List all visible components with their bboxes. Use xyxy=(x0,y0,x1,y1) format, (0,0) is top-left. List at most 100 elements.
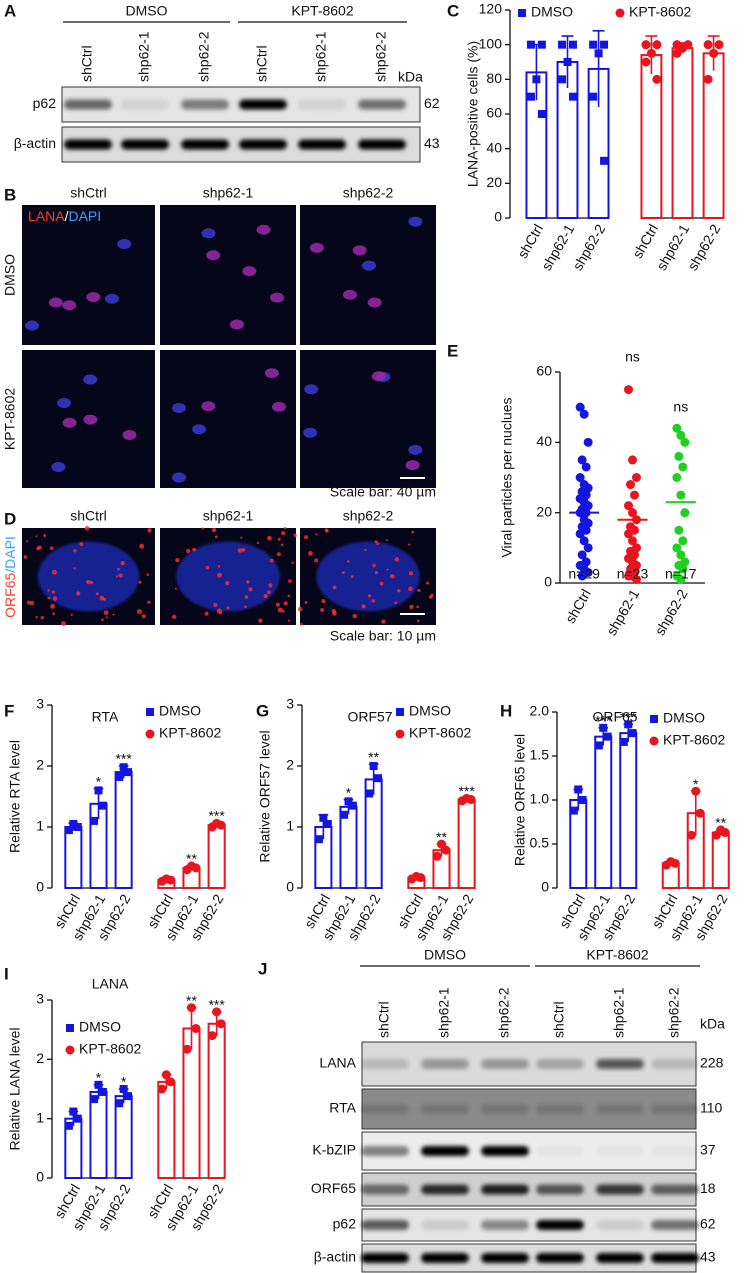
particle xyxy=(416,605,420,609)
point xyxy=(124,1092,133,1101)
particle xyxy=(394,557,400,562)
x-tick-label: shCtrl xyxy=(629,221,661,261)
particle xyxy=(25,540,29,543)
nucleus xyxy=(201,401,216,412)
chart-title: LANA xyxy=(92,976,129,992)
lane-label: shCtrl xyxy=(376,1001,392,1038)
significance: ** xyxy=(186,851,197,867)
n-label: n=23 xyxy=(617,566,649,582)
particle xyxy=(277,607,283,613)
particle xyxy=(138,580,142,584)
band xyxy=(481,1059,529,1069)
point xyxy=(600,156,609,165)
significance: *** xyxy=(115,751,132,767)
point xyxy=(709,48,719,58)
point xyxy=(674,525,684,535)
y-tick-label: 0 xyxy=(544,574,552,590)
particle xyxy=(267,535,272,541)
nucleus xyxy=(367,297,382,308)
y-tick-label: 1.0 xyxy=(530,791,550,807)
significance: ** xyxy=(186,992,197,1008)
point xyxy=(583,543,593,553)
particle xyxy=(284,526,287,530)
particle xyxy=(376,542,379,545)
y-tick-label: 60 xyxy=(536,363,552,379)
band xyxy=(651,1253,699,1263)
band xyxy=(651,1184,699,1195)
y-tick-label: 0 xyxy=(36,1169,44,1185)
point xyxy=(624,529,633,539)
particle xyxy=(115,575,119,578)
point xyxy=(568,92,577,101)
point xyxy=(650,715,658,723)
lane-label: shp62-1 xyxy=(313,31,329,82)
particle xyxy=(385,539,389,542)
bar xyxy=(711,831,730,889)
significance: * xyxy=(96,773,102,789)
scale-bar-label: Scale bar: 40 µm xyxy=(330,484,436,500)
point xyxy=(526,92,535,101)
particle xyxy=(341,571,345,574)
point xyxy=(146,708,154,716)
particle xyxy=(263,594,268,599)
kda-label: 110 xyxy=(700,1100,723,1116)
band xyxy=(596,1220,644,1230)
point xyxy=(628,729,637,738)
point xyxy=(589,40,598,49)
point xyxy=(212,818,222,828)
point xyxy=(115,772,124,781)
particle xyxy=(120,561,125,566)
band xyxy=(481,1253,529,1263)
annotation: ns xyxy=(625,349,640,365)
particle xyxy=(52,612,56,615)
band xyxy=(121,139,169,150)
particle xyxy=(374,540,378,544)
particle xyxy=(105,616,108,619)
point xyxy=(599,723,608,732)
band xyxy=(239,99,287,110)
band xyxy=(358,139,406,150)
bar xyxy=(339,805,358,889)
particle xyxy=(346,560,350,563)
particle xyxy=(136,609,142,615)
particle xyxy=(269,558,274,563)
legend-label: DMSO xyxy=(409,703,451,719)
particle xyxy=(141,614,146,619)
point xyxy=(575,473,585,482)
point xyxy=(462,793,472,803)
nucleus xyxy=(242,266,257,277)
point xyxy=(628,508,637,518)
band xyxy=(536,1220,584,1230)
particle xyxy=(293,533,297,537)
nucleus xyxy=(408,444,423,455)
stain-part: ORF65 xyxy=(2,573,18,618)
point xyxy=(600,40,609,49)
significance: *** xyxy=(208,997,225,1013)
y-axis-label: Relative LANA level xyxy=(7,1028,23,1151)
band xyxy=(361,1146,409,1156)
stain-label: LANA/DAPI xyxy=(28,208,101,224)
point xyxy=(323,819,332,828)
nucleus xyxy=(264,368,279,379)
particle xyxy=(409,604,414,610)
row-label: DMSO xyxy=(2,254,18,296)
point xyxy=(574,785,583,794)
band xyxy=(481,1104,529,1114)
bar xyxy=(207,1022,226,1179)
point xyxy=(69,1107,78,1116)
point xyxy=(716,825,726,835)
row-label: ORF65 xyxy=(311,1180,356,1196)
point xyxy=(437,839,446,849)
band xyxy=(298,99,346,110)
particle xyxy=(49,546,54,551)
point xyxy=(666,857,676,867)
particle xyxy=(276,552,281,557)
y-axis-label: Relative ORF57 level xyxy=(257,730,273,862)
particle xyxy=(213,602,218,607)
point xyxy=(161,874,171,884)
point xyxy=(94,1080,103,1089)
stain-part: DAPI xyxy=(68,208,101,224)
band xyxy=(421,1184,469,1195)
particle xyxy=(367,594,372,598)
nucleus xyxy=(229,319,244,330)
